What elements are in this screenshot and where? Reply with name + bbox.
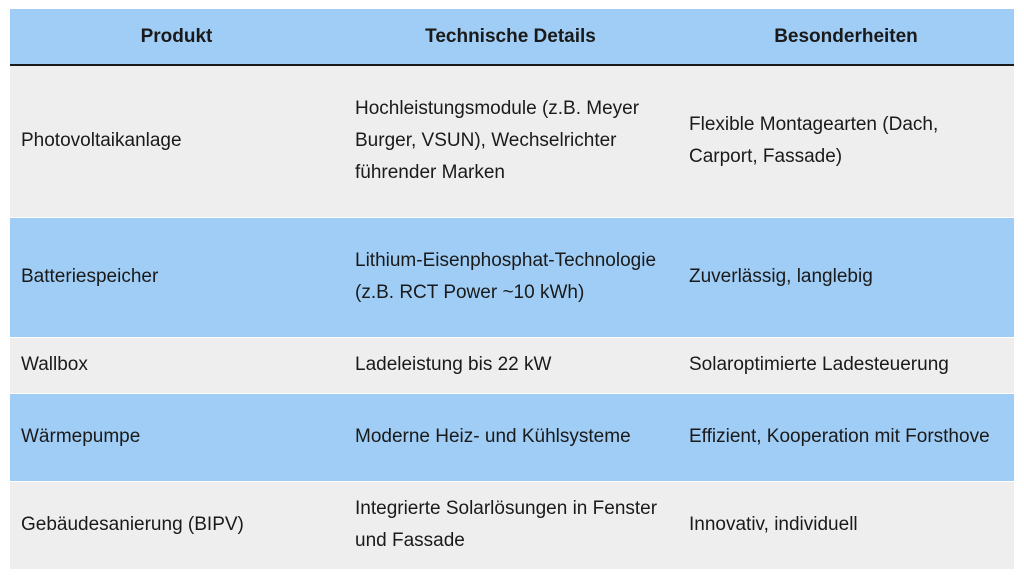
header-produkt: Produkt	[140, 25, 213, 47]
cell-features: Effizient, Kooperation mit Forsthove	[689, 426, 990, 447]
cell-product: Photovoltaikanlage	[21, 130, 182, 152]
cell-details: Moderne Heiz- und Kühlsysteme	[355, 426, 631, 447]
cell-features: Solaroptimierte Ladesteuerung	[689, 354, 949, 375]
cell-product: Batteriespeicher	[21, 266, 159, 287]
cell-details: Hochleistungsmodule (z.B. Meyer Burger, …	[355, 98, 640, 184]
table-row: Wallbox Ladeleistung bis 22 kW Solaropti…	[10, 337, 1014, 393]
cell-product: Wallbox	[21, 354, 88, 375]
cell-details: Lithium-Eisenphosphat-Technologie (z.B. …	[355, 250, 657, 303]
cell-features: Flexible Montagearten (Dach, Carport, Fa…	[689, 114, 939, 168]
table-row: Wärmepumpe Moderne Heiz- und Kühlsysteme…	[10, 393, 1014, 481]
table-row: Batteriespeicher Lithium-Eisenphosphat-T…	[10, 217, 1014, 337]
table-row: Photovoltaikanlage Hochleistungsmodule (…	[10, 65, 1014, 217]
header-besonderheiten: Besonderheiten	[774, 25, 918, 47]
table-header: Produkt Technische Details Besonderheite…	[10, 9, 1014, 65]
header-technische-details: Technische Details	[425, 25, 596, 47]
product-table: Produkt Technische Details Besonderheite…	[10, 9, 1014, 570]
cell-features: Innovativ, individuell	[689, 514, 858, 535]
table-body: Photovoltaikanlage Hochleistungsmodule (…	[10, 65, 1014, 569]
cell-details: Ladeleistung bis 22 kW	[355, 354, 552, 375]
cell-product: Wärmepumpe	[21, 426, 141, 447]
table-row: Gebäudesanierung (BIPV) Integrierte Sola…	[10, 481, 1014, 569]
cell-features: Zuverlässig, langlebig	[689, 266, 873, 287]
cell-details: Integrierte Solarlösungen in Fenster und…	[355, 498, 658, 551]
product-table-container: Produkt Technische Details Besonderheite…	[10, 9, 1014, 569]
header-row: Produkt Technische Details Besonderheite…	[10, 9, 1014, 65]
cell-product: Gebäudesanierung (BIPV)	[21, 514, 244, 535]
